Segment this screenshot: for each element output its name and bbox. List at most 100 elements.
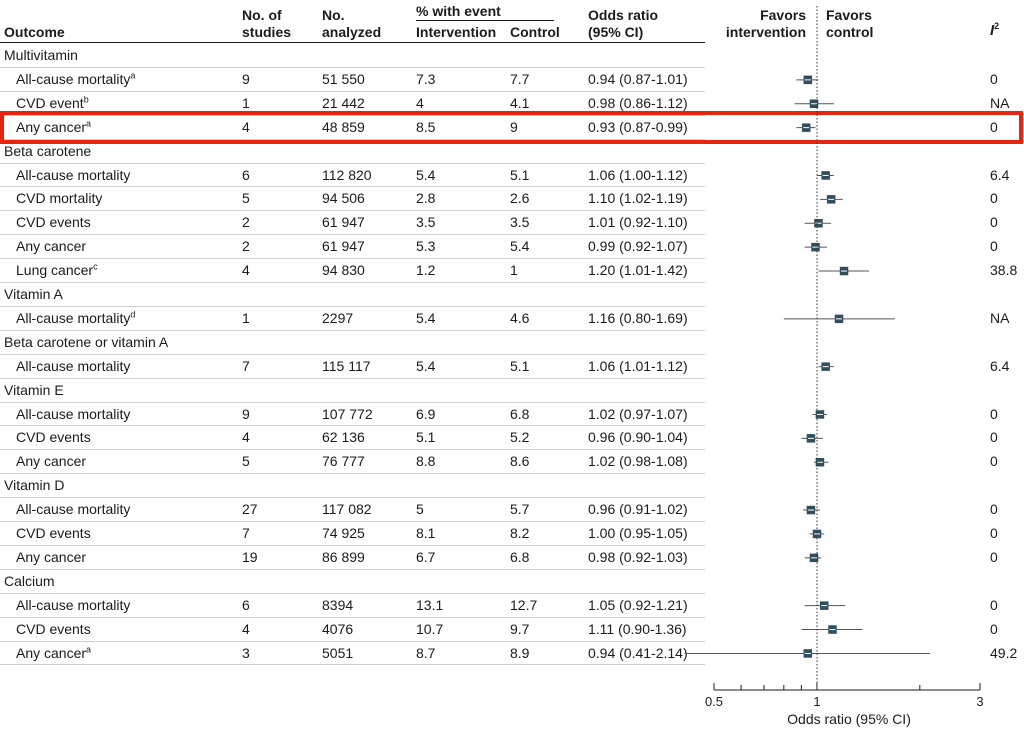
cell-intervention: 4 xyxy=(416,94,424,111)
forest-marker-group xyxy=(794,99,834,108)
table-row: All-cause mortality 27 117 082 5 5.7 0.96 (0.… xyxy=(0,497,705,521)
forest-marker-group xyxy=(817,171,834,180)
header-rule xyxy=(0,42,705,43)
cell-outcome: CVD events xyxy=(16,525,91,541)
group-row: Calcium xyxy=(0,569,705,593)
cell-intervention: 6.9 xyxy=(416,405,436,422)
outcome-text: All-cause mortality xyxy=(16,70,131,87)
table-row: Any cancera 3 5051 8.7 8.9 0.94 (0.41-2.14) xyxy=(0,641,705,665)
outcome-text: Any cancer xyxy=(16,118,87,135)
cell-studies: 9 xyxy=(242,405,250,422)
x-tick-label: 0.5 xyxy=(705,694,723,709)
header-i2-letter: I xyxy=(990,22,995,39)
cell-analyzed: 94 506 xyxy=(322,190,365,207)
cell-odds-ratio: 1.06 (1.01-1.12) xyxy=(588,357,688,374)
cell-analyzed: 5051 xyxy=(322,644,354,661)
row-divider xyxy=(0,282,705,283)
cell-analyzed: 48 859 xyxy=(322,118,365,135)
outcome-text: Any cancer xyxy=(16,453,87,470)
cell-intervention: 8.7 xyxy=(416,644,436,661)
outcome-text: All-cause mortality xyxy=(16,405,131,422)
forest-marker-group xyxy=(783,314,895,324)
cell-odds-ratio: 1.06 (1.00-1.12) xyxy=(588,166,688,183)
cell-outcome: Lung cancerc xyxy=(16,262,98,278)
cell-control: 9 xyxy=(510,118,518,135)
cell-studies: 3 xyxy=(242,644,250,661)
table-row: All-cause mortality 9 107 772 6.9 6.8 1.02 (0… xyxy=(0,402,705,426)
group-row: Multivitamin xyxy=(0,43,705,67)
cell-intervention: 8.5 xyxy=(416,118,436,135)
row-divider xyxy=(0,544,705,546)
cell-control: 6.8 xyxy=(510,548,530,565)
group-label: Multivitamin xyxy=(4,47,78,63)
cell-i2: 0 xyxy=(990,548,998,565)
outcome-text: CVD event xyxy=(16,94,84,111)
table-row: All-cause mortality 7 115 117 5.4 5.1 1.06 (1… xyxy=(0,354,705,378)
row-divider xyxy=(0,162,705,164)
cell-studies: 2 xyxy=(242,238,250,255)
cell-intervention: 5.4 xyxy=(416,357,436,374)
cell-i2: NA xyxy=(990,309,1010,326)
cell-odds-ratio: 0.99 (0.92-1.07) xyxy=(588,238,688,255)
forest-marker-group xyxy=(818,266,870,276)
cell-analyzed: 117 082 xyxy=(322,501,372,518)
row-divider xyxy=(0,449,705,451)
row-divider xyxy=(0,114,705,116)
cell-control: 6.8 xyxy=(510,405,530,422)
table-row: CVD events 7 74 925 8.1 8.2 1.00 (0.95-1.05) xyxy=(0,521,705,545)
header-favors-intervention: Favors intervention xyxy=(700,7,806,41)
outcome-text: All-cause mortality xyxy=(16,357,131,374)
forest-marker-group xyxy=(809,529,825,539)
group-label: Beta carotene xyxy=(4,143,91,159)
cell-odds-ratio: 1.05 (0.92-1.21) xyxy=(588,596,688,613)
outcome-text: All-cause mortality xyxy=(16,166,131,183)
row-divider xyxy=(0,616,705,618)
row-divider xyxy=(0,664,705,666)
outcome-text: CVD events xyxy=(16,214,91,231)
table-row: All-cause mortality 6 8394 13.1 12.7 1.05 (0.… xyxy=(0,593,705,617)
cell-analyzed: 76 777 xyxy=(322,453,365,470)
cell-studies: 4 xyxy=(242,620,250,637)
cell-i2: 0 xyxy=(990,190,998,207)
cell-i2: 38.8 xyxy=(990,262,1018,279)
cell-control: 8.9 xyxy=(510,644,530,661)
cell-analyzed: 4076 xyxy=(322,620,354,637)
table-row: CVD events 4 62 136 5.1 5.2 0.96 (0.90-1.04) xyxy=(0,425,705,449)
row-divider xyxy=(0,425,705,427)
cell-i2: 49.2 xyxy=(990,644,1018,661)
cell-intervention: 2.8 xyxy=(416,190,436,207)
cell-studies: 19 xyxy=(242,548,258,565)
cell-control: 3.5 xyxy=(510,214,530,231)
header-studies-line2: studies xyxy=(242,24,292,40)
cell-i2: 0 xyxy=(990,596,998,613)
cell-control: 7.7 xyxy=(510,70,530,87)
cell-studies: 27 xyxy=(242,501,258,518)
cell-odds-ratio: 1.10 (1.02-1.19) xyxy=(588,190,688,207)
cell-intervention: 13.1 xyxy=(416,596,444,613)
cell-outcome: All-cause mortality xyxy=(16,597,130,613)
cell-i2: 0 xyxy=(990,70,998,87)
outcome-text: Beta carotene or vitamin A xyxy=(4,333,169,350)
table-row: Any cancer 19 86 899 6.7 6.8 0.98 (0.92-1.03) xyxy=(0,545,705,569)
outcome-text: All-cause mortality xyxy=(16,309,131,326)
cell-outcome: CVD events xyxy=(16,621,91,637)
group-row: Beta carotene xyxy=(0,139,705,163)
cell-outcome: Any cancer xyxy=(16,453,86,469)
table-row: All-cause mortality 6 112 820 5.4 5.1 1.06 (1… xyxy=(0,163,705,187)
cell-control: 5.1 xyxy=(510,166,530,183)
cell-intervention: 10.7 xyxy=(416,620,444,637)
table-row: Any cancera 4 48 859 8.5 9 0.93 (0.87-0.99) xyxy=(0,115,705,139)
footnote-marker: b xyxy=(83,94,89,105)
cell-odds-ratio: 0.96 (0.90-1.04) xyxy=(588,429,688,446)
header-favors-control-line1: Favors xyxy=(826,7,872,23)
cell-studies: 4 xyxy=(242,118,250,135)
row-divider xyxy=(0,640,705,642)
group-label: Beta carotene or vitamin A xyxy=(4,334,168,350)
highlight-box xyxy=(0,111,1023,144)
row-divider xyxy=(0,377,705,379)
cell-i2: 0 xyxy=(990,525,998,541)
forest-marker-group xyxy=(818,362,834,371)
cell-control: 2.6 xyxy=(510,190,530,207)
row-divider xyxy=(0,592,705,594)
